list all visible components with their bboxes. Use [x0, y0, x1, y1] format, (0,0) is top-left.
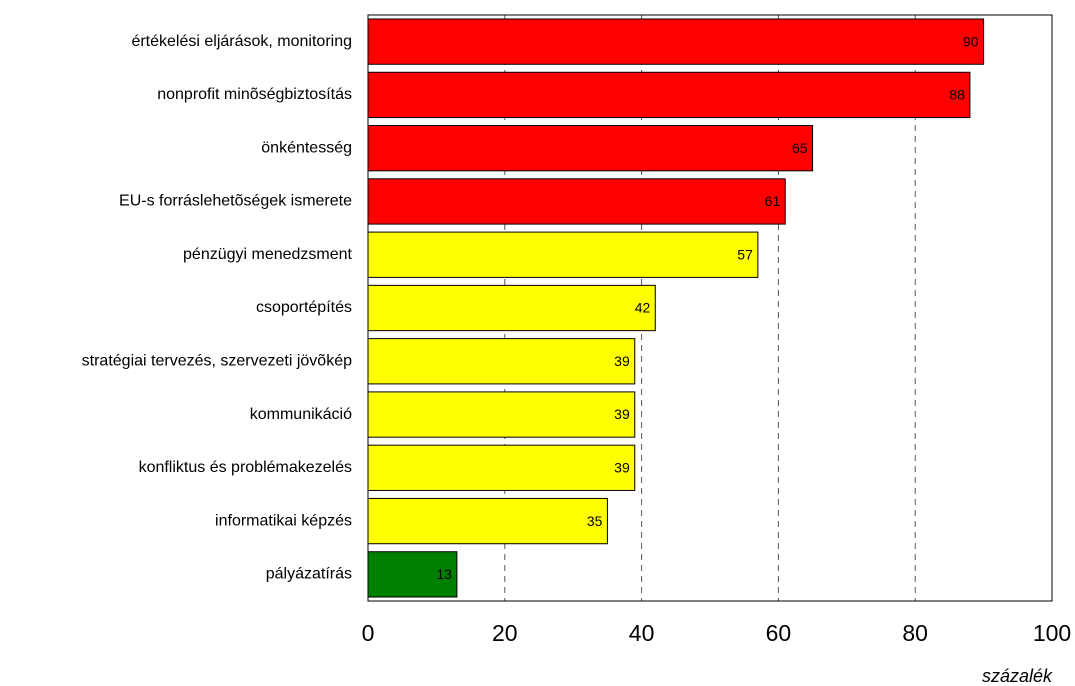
- bar: [367, 178, 786, 225]
- bar: [367, 18, 985, 65]
- y-tick-label: informatikai képzés: [215, 512, 352, 529]
- bar: [367, 338, 636, 385]
- x-tick-label: 80: [902, 620, 928, 646]
- value-label: 65: [792, 140, 808, 156]
- y-tick-label: pályázatírás: [266, 566, 352, 583]
- value-label: 88: [949, 87, 965, 103]
- value-label: 13: [436, 566, 452, 582]
- bar: [367, 231, 759, 278]
- y-tick-label: csoportépítés: [256, 299, 352, 316]
- value-label: 39: [614, 460, 630, 476]
- value-label: 39: [614, 353, 630, 369]
- bar: [367, 125, 814, 172]
- value-label: 35: [587, 513, 603, 529]
- x-tick-label: 60: [766, 620, 792, 646]
- y-tick-label: pénzügyi menedzsment: [183, 246, 353, 263]
- x-axis-label: százalék: [982, 666, 1053, 686]
- y-tick-label: önkéntesség: [261, 139, 352, 156]
- x-tick-label: 0: [362, 620, 375, 646]
- x-tick-label: 100: [1033, 620, 1071, 646]
- y-tick-label: értékelési eljárások, monitoring: [131, 33, 352, 50]
- bar: [367, 71, 971, 119]
- y-tick-label: EU-s forráslehetõségek ismerete: [119, 193, 352, 210]
- value-label: 61: [765, 193, 781, 209]
- value-label: 42: [635, 300, 651, 316]
- bar: [367, 391, 636, 438]
- x-tick-label: 40: [629, 620, 655, 646]
- bar: [367, 284, 656, 332]
- plot-frame: [367, 14, 1053, 602]
- value-label: 57: [737, 246, 753, 262]
- value-label: 39: [614, 406, 630, 422]
- y-tick-label: nonprofit minõségbiztosítás: [157, 86, 352, 103]
- y-tick-label: kommunikáció: [250, 406, 352, 423]
- bar: [367, 444, 636, 491]
- y-tick-label: stratégiai tervezés, szervezeti jövõkép: [82, 352, 352, 369]
- value-label: 90: [963, 33, 979, 49]
- y-tick-label: konfliktus és problémakezelés: [139, 459, 352, 476]
- bar: [367, 497, 608, 545]
- x-tick-label: 20: [492, 620, 518, 646]
